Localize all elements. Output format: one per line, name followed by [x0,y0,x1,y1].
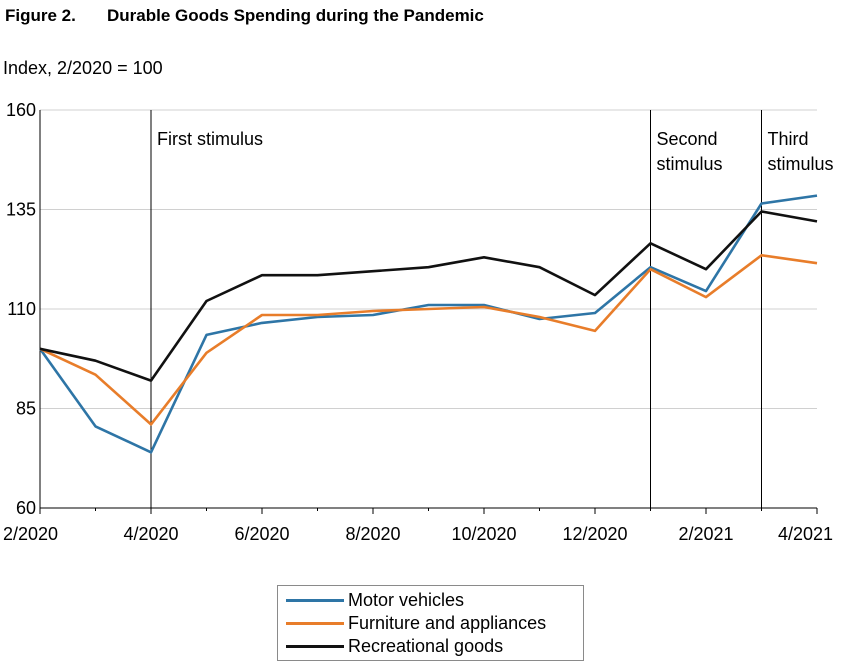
x-tick-label: 8/2020 [345,524,400,544]
y-tick-label: 135 [6,200,36,220]
x-tick-label: 10/2020 [451,524,516,544]
legend-swatch [286,599,344,602]
stimulus-markers: First stimulus Second stimulus Third stimulu… [150,110,834,508]
figure-title: Figure 2. Durable Goods Spending during t… [5,6,484,26]
legend-label: Recreational goods [348,636,504,656]
legend-swatch [286,622,344,625]
stimulus-label: stimulus [657,154,723,174]
x-tick-label: 4/2021 [778,524,833,544]
legend-item: Motor vehicles [286,589,583,612]
x-tick-label: 2/2021 [678,524,733,544]
line-chart: First stimulus Second stimulus Third stimulu… [3,100,834,544]
legend-label: Motor vehicles [348,590,465,610]
y-tick-label: 160 [6,100,36,120]
stimulus-label: First stimulus [157,129,263,149]
figure-title-text: Durable Goods Spending during the Pandem… [107,6,484,25]
stimulus-label: Third [768,129,809,149]
x-tick-label: 2/2020 [3,524,58,544]
legend-item: Furniture and appliances [286,612,583,635]
legend-swatch [286,645,344,648]
axes: 60 85 110 135 160 2/2020 4/2020 6/2020 8/2020 10/… [3,100,833,544]
x-tick-label: 12/2020 [562,524,627,544]
figure-number: Figure 2. [5,6,76,25]
legend-label: Furniture and appliances [348,613,547,633]
series-line [39,210,818,382]
series-line [39,254,818,426]
legend: Motor vehicles Furniture and appliances Re… [277,585,584,661]
x-tick-label: 6/2020 [234,524,289,544]
stimulus-label: Second [657,129,718,149]
x-tick-label: 4/2020 [123,524,178,544]
y-tick-label: 110 [7,299,36,319]
stimulus-label: stimulus [768,154,834,174]
series-line [38,194,818,454]
legend-item: Recreational goods [286,635,583,658]
y-tick-label: 60 [16,498,36,518]
y-axis-unit-label: Index, 2/2020 = 100 [3,58,163,78]
series-lines [38,194,818,454]
y-tick-label: 85 [16,399,36,419]
